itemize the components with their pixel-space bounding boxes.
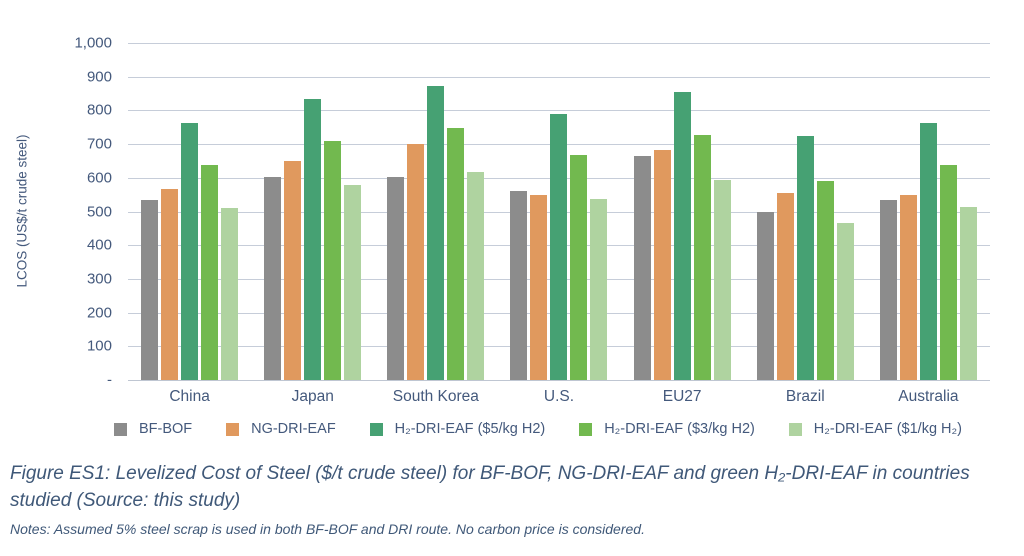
x-axis-label: South Korea: [392, 388, 479, 405]
bar: [756, 211, 774, 380]
plot-area: [128, 43, 990, 381]
figure-caption-line-2: studied (Source: this study): [10, 490, 241, 511]
bar: [530, 194, 548, 380]
bar: [344, 184, 362, 380]
y-axis-tick-label: 600: [86, 169, 112, 187]
bar-group-australia: [867, 43, 990, 380]
bar: [284, 160, 302, 380]
gridline: [128, 76, 990, 78]
bar: [201, 165, 219, 380]
x-axis-line: [128, 380, 990, 381]
bar: [550, 113, 568, 380]
legend-swatch-icon: [369, 422, 383, 436]
y-axis-tick-label: 400: [86, 236, 112, 254]
bar: [467, 171, 485, 380]
bar: [673, 91, 691, 380]
legend-label: BF-BOF: [139, 421, 193, 437]
bar: [570, 155, 588, 380]
legend-label: H₂-DRI-EAF ($3/kg H2): [604, 421, 755, 437]
x-axis-label: EU27: [662, 388, 702, 405]
y-axis-tick-labels: 1,000 900 800 700 600 500 400 300 200 100 -: [0, 35, 112, 389]
x-axis-label: Australia: [898, 388, 959, 405]
bar-groups: [128, 43, 990, 380]
bar: [919, 122, 937, 380]
legend-swatch-icon: [579, 422, 593, 436]
y-axis-tick-label: -: [107, 371, 112, 389]
bar: [939, 165, 957, 380]
x-axis-label: Japan: [291, 388, 334, 405]
y-axis-tick-label: 300: [86, 270, 112, 288]
bar: [959, 207, 977, 380]
bar: [899, 194, 917, 380]
bar: [324, 141, 342, 380]
gridline: [128, 110, 990, 112]
bar: [633, 155, 651, 380]
x-axis-label: China: [169, 388, 210, 405]
figure-notes: Notes: Assumed 5% steel scrap is used in…: [10, 521, 645, 537]
gridline: [128, 43, 990, 44]
y-axis-tick-label: 500: [86, 203, 112, 220]
bar-group-south-korea: [374, 43, 497, 380]
legend-label: NG-DRI-EAF: [251, 421, 336, 437]
lcos-bar-chart: LCOS (US$/t crude steel) 1,000 900 800 700 6…: [0, 35, 990, 437]
bar-group-china: [128, 43, 251, 380]
bar: [141, 200, 159, 380]
bar: [653, 149, 671, 380]
bar: [713, 179, 731, 380]
bar: [816, 180, 834, 380]
bar: [796, 136, 814, 380]
legend-swatch-icon: [788, 422, 802, 436]
bar-group-u-s-: [497, 43, 620, 380]
x-axis-category-labels: China Japan South Korea U.S. EU27 Brazil Austr…: [128, 388, 990, 406]
figure-caption: Figure ES1: Levelized Cost of Steel ($/t…: [10, 460, 1020, 538]
chart-legend: BF-BOF NG-DRI-EAF H₂-DRI-EAF ($5/kg H2) H₂-…: [114, 421, 962, 437]
x-axis-label: U.S.: [543, 388, 575, 405]
y-axis-tick-label: 800: [86, 101, 112, 119]
y-axis-tick-label: 100: [86, 337, 112, 355]
bar-group-eu27: [621, 43, 744, 380]
bar: [161, 188, 179, 380]
legend-item: BF-BOF: [114, 421, 192, 437]
y-axis-tick-label: 900: [86, 68, 112, 86]
bar: [387, 176, 405, 380]
legend-item: NG-DRI-EAF: [226, 421, 336, 437]
bar: [304, 99, 322, 380]
y-axis-tick-label: 1,000: [74, 34, 112, 52]
bar: [776, 192, 794, 380]
bar-group-japan: [251, 43, 374, 380]
bar: [447, 127, 465, 380]
legend-item: H₂-DRI-EAF ($5/kg H2): [369, 421, 546, 437]
bar: [221, 208, 239, 380]
bar: [693, 134, 711, 380]
bar: [427, 86, 445, 380]
bar: [181, 122, 199, 380]
bar: [590, 198, 608, 380]
legend-item: H₂-DRI-EAF ($1/kg H₂): [788, 421, 962, 437]
bar: [879, 200, 897, 380]
bar: [510, 190, 528, 380]
bar: [836, 223, 854, 380]
legend-swatch-icon: [226, 422, 240, 436]
x-axis-label: Brazil: [785, 388, 825, 405]
bar: [264, 176, 282, 380]
legend-swatch-icon: [114, 422, 127, 436]
figure-caption-line-1: Figure ES1: Levelized Cost of Steel ($/t…: [10, 463, 970, 484]
y-axis-tick-label: 200: [86, 304, 112, 322]
legend-item: H₂-DRI-EAF ($3/kg H2): [579, 421, 755, 437]
y-axis-tick-label: 700: [86, 135, 112, 153]
bar: [407, 144, 425, 380]
legend-label: H₂-DRI-EAF ($5/kg H2): [394, 421, 546, 437]
bar-group-brazil: [744, 43, 867, 380]
legend-label: H₂-DRI-EAF ($1/kg H₂): [813, 421, 962, 437]
